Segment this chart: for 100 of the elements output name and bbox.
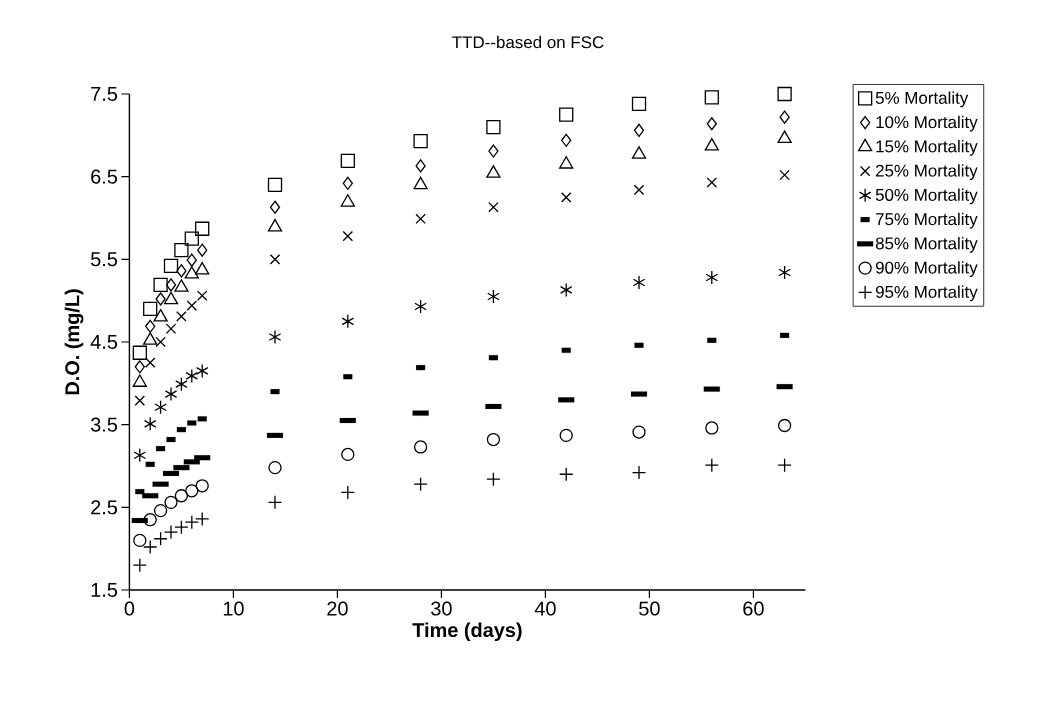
point	[186, 253, 197, 267]
point	[143, 513, 157, 527]
y-tick-label: 5.5	[90, 252, 118, 267]
y-tick-label: 2.5	[91, 500, 118, 515]
point	[155, 336, 166, 348]
point	[777, 418, 792, 433]
point	[165, 323, 177, 335]
point	[154, 400, 167, 415]
point	[144, 357, 156, 368]
point	[560, 192, 572, 203]
point	[706, 177, 718, 188]
point	[153, 503, 168, 518]
point	[196, 290, 208, 301]
point	[779, 110, 790, 124]
point	[632, 275, 646, 290]
point	[631, 96, 647, 112]
chart-title: TTD--based on FSC	[452, 35, 604, 49]
point	[176, 311, 187, 322]
legend-label: 15% Mortality	[876, 139, 978, 156]
point	[633, 184, 645, 196]
point	[486, 119, 501, 135]
point	[414, 299, 427, 314]
y-tick-label: 4.5	[90, 335, 118, 349]
x-tick-label: 10	[223, 601, 244, 616]
point	[704, 90, 719, 105]
point	[559, 107, 574, 122]
point	[163, 291, 179, 305]
point	[185, 368, 199, 384]
point	[486, 165, 501, 178]
point	[559, 282, 573, 298]
y-tick-label: 7.5	[91, 87, 118, 101]
point	[174, 279, 189, 292]
y-tick-label: 6.5	[91, 169, 118, 184]
point	[487, 289, 500, 304]
y-axis-title: D.O. (mg/L)	[64, 289, 84, 395]
y-tick-label: 3.5	[90, 417, 118, 432]
legend-label: 85% Mortality	[875, 236, 978, 253]
point	[268, 329, 282, 345]
legend-label: 25% Mortality	[875, 164, 978, 180]
x-tick-label: 20	[327, 601, 348, 616]
point	[413, 176, 428, 190]
x-tick-label: 60	[743, 601, 764, 616]
point	[488, 201, 499, 213]
point	[132, 345, 147, 360]
point	[633, 123, 645, 138]
point	[561, 133, 572, 147]
point	[176, 264, 187, 278]
point	[705, 270, 719, 285]
point	[195, 221, 210, 236]
point	[153, 277, 168, 293]
x-tick-label: 30	[431, 601, 452, 616]
point	[704, 137, 719, 151]
point	[559, 428, 573, 443]
point	[132, 374, 147, 387]
point	[340, 194, 355, 207]
point	[415, 159, 426, 173]
point	[197, 243, 208, 257]
x-axis-title: Time (days)	[412, 622, 522, 642]
point	[143, 301, 158, 317]
point	[164, 386, 178, 402]
point	[174, 489, 189, 503]
point	[341, 447, 355, 462]
point	[153, 309, 168, 322]
point	[631, 146, 647, 159]
point	[184, 231, 199, 246]
point	[143, 416, 157, 431]
point	[166, 436, 176, 443]
point	[341, 314, 355, 329]
point	[342, 230, 354, 242]
point	[488, 144, 499, 158]
x-tick-label: 50	[639, 601, 660, 616]
point	[413, 133, 428, 149]
point	[133, 533, 147, 548]
point	[164, 495, 178, 510]
point	[777, 130, 792, 144]
point	[777, 86, 792, 102]
point	[174, 243, 189, 258]
legend-label: 90% Mortality	[875, 261, 978, 278]
point	[175, 377, 188, 392]
point	[143, 332, 158, 345]
legend-label: 50% Mortality	[875, 188, 978, 205]
x-tick-label: 0	[124, 601, 135, 616]
x-tick-label: 40	[534, 601, 556, 616]
point	[268, 460, 282, 475]
point	[415, 213, 426, 225]
point	[269, 254, 281, 265]
point	[705, 421, 719, 435]
legend-label: 95% Mortality	[875, 285, 978, 302]
point	[145, 319, 156, 333]
point	[195, 363, 209, 379]
point	[632, 425, 646, 439]
point	[195, 261, 210, 275]
point	[133, 448, 147, 463]
point	[185, 484, 199, 498]
point	[779, 169, 790, 181]
point	[186, 300, 198, 311]
point	[778, 265, 791, 280]
point	[163, 258, 179, 274]
point	[559, 156, 574, 169]
point	[155, 292, 166, 306]
